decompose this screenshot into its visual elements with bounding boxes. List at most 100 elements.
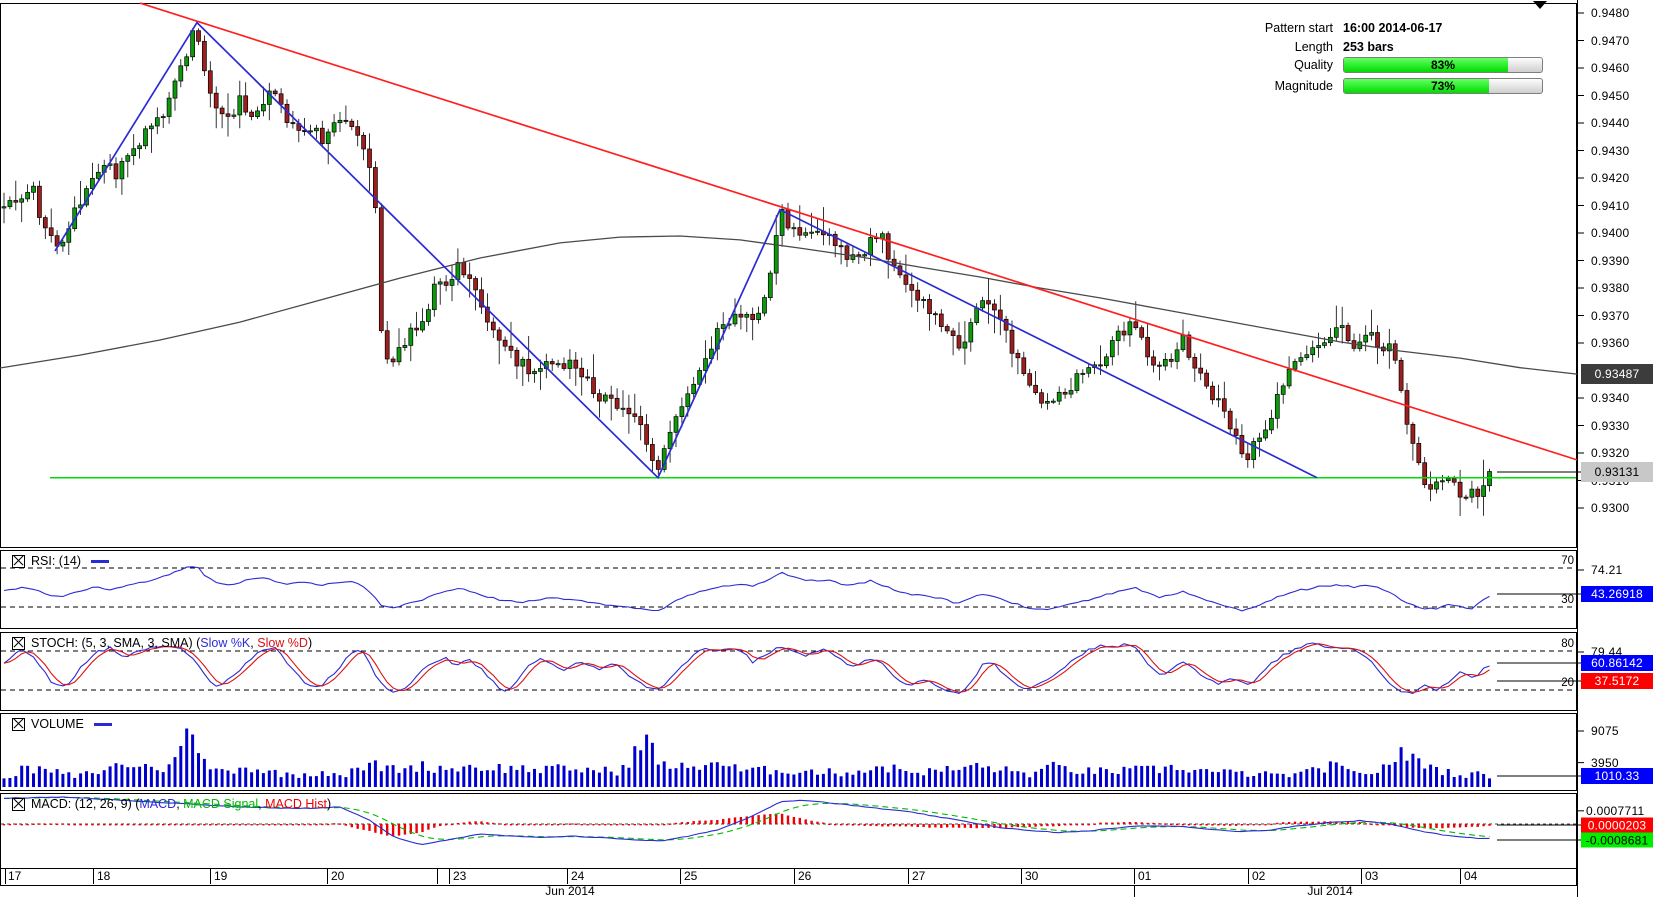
volume-header: VOLUME	[12, 717, 112, 731]
rsi-axis-label: 74.21	[1591, 563, 1623, 577]
rsi-level-label: 70	[1561, 555, 1574, 567]
quality-progress-bar: 83%	[1343, 57, 1543, 73]
macd-signal-line	[4, 796, 1490, 841]
indicator-title-segment: MACD: (12, 26, 9) (	[31, 797, 140, 811]
volume-plot-area[interactable]	[0, 713, 1577, 790]
indicator-title-segment: MACD	[139, 797, 177, 811]
rsi-value-badge: 43.26918	[1581, 586, 1653, 602]
date-label: 25	[684, 869, 698, 883]
indicator-title: MACD: (12, 26, 9) (MACD, MACD Signal, MA…	[31, 797, 331, 811]
price-axis-label: 0.9450	[1591, 88, 1630, 103]
volume-axis-label: 9075	[1591, 724, 1619, 738]
indicator-title-segment: ,	[258, 797, 266, 811]
price-axis-label: 0.9480	[1591, 6, 1630, 20]
resistance-trendline	[139, 2, 1578, 461]
candlestick-series	[1, 30, 1492, 499]
date-label: 01	[1138, 869, 1152, 883]
zigzag-pattern-line	[54, 21, 1318, 480]
indicator-title: VOLUME	[31, 717, 84, 731]
macd-hist-value-badge: 0.0000203	[1581, 817, 1653, 833]
quality-percent: 83%	[1430, 58, 1456, 72]
magnitude-label: Magnitude	[1274, 79, 1333, 93]
macd-line	[3, 796, 1490, 845]
indicator-title-segment: MACD Hist	[265, 797, 327, 811]
price-axis-label: 0.9470	[1591, 33, 1630, 48]
price-axis-label: 0.9370	[1591, 308, 1630, 323]
stoch-k-line	[3, 642, 1490, 694]
macd-header: MACD: (12, 26, 9) (MACD, MACD Signal, MA…	[12, 797, 331, 811]
stoch-d-line	[3, 643, 1490, 693]
volume-axis-label: 3950	[1591, 755, 1619, 770]
date-label: 27	[912, 869, 926, 883]
indicator-title: STOCH: (5, 3, SMA, 3, SMA) (Slow %K, Slo…	[31, 636, 312, 650]
indicator-title-segment: )	[307, 636, 313, 650]
indicator-checkbox[interactable]	[12, 554, 25, 568]
indicator-title-segment: RSI: (14)	[31, 554, 82, 568]
price-axis-label: 0.9340	[1591, 391, 1630, 405]
price-axis-label: 0.9430	[1591, 143, 1630, 158]
magnitude-progress-bar: 73%	[1343, 78, 1543, 94]
macd-signal-value-badge: -0.0008681	[1581, 832, 1653, 848]
indicator-title-segment: STOCH: (5, 3, SMA, 3, SMA) (	[31, 636, 201, 650]
stoch-level-label: 80	[1561, 638, 1574, 650]
indicator-title-segment: ,	[176, 797, 184, 811]
chart-end-marker-icon	[1533, 1, 1547, 9]
pattern-length-label: Length	[1294, 40, 1333, 54]
date-label: 03	[1365, 869, 1379, 883]
date-label: 02	[1252, 869, 1266, 883]
price-axis-label: 0.9380	[1591, 281, 1630, 295]
quality-progress-fill	[1344, 58, 1509, 72]
date-label: 04	[1464, 869, 1478, 883]
price-axis-label: 0.9330	[1591, 418, 1630, 433]
price-axis-label: 0.9440	[1591, 116, 1630, 130]
magnitude-progress-fill	[1344, 79, 1489, 93]
date-label: 26	[798, 869, 812, 883]
stoch-level-label: 20	[1561, 677, 1574, 689]
stoch-header: STOCH: (5, 3, SMA, 3, SMA) (Slow %K, Slo…	[12, 636, 312, 650]
pattern-start-label: Pattern start	[1264, 21, 1333, 35]
quality-label: Quality	[1294, 58, 1333, 72]
rsi-line	[3, 566, 1490, 612]
rsi-plot-area[interactable]	[0, 550, 1577, 628]
rsi-level-label: 30	[1561, 594, 1574, 606]
indicator-title-segment: MACD Signal	[183, 797, 259, 811]
price-axis-label: 0.9460	[1591, 61, 1630, 75]
volume-value-badge: 1010.33	[1581, 768, 1653, 784]
price-axis-label: 0.9390	[1591, 253, 1630, 268]
date-label: 20	[331, 869, 345, 883]
magnitude-percent: 73%	[1430, 79, 1456, 93]
price-axis-label: 0.9360	[1591, 336, 1630, 350]
date-label: 17	[8, 869, 22, 883]
current-price-badge: 0.93131	[1581, 461, 1653, 482]
price-axis-label: 0.9300	[1591, 501, 1630, 515]
rsi-header: RSI: (14)	[12, 554, 110, 568]
pattern-length-value: 253 bars	[1343, 40, 1394, 54]
legend-line-sample	[93, 722, 112, 726]
indicator-checkbox[interactable]	[12, 717, 25, 731]
date-label: 30	[1025, 869, 1039, 883]
date-label: 23	[453, 869, 467, 883]
stoch-k-value-badge: 60.86142	[1581, 655, 1653, 671]
legend-line-sample	[91, 559, 110, 563]
month-label: Jul 2014	[1307, 884, 1353, 897]
indicator-checkbox[interactable]	[12, 797, 25, 811]
price-axis-label: 0.9410	[1591, 198, 1630, 213]
pattern-start-value: 16:00 2014-06-17	[1343, 21, 1443, 35]
indicator-title-segment: VOLUME	[31, 717, 84, 731]
main-chart-plot-area[interactable]	[0, 3, 1577, 547]
sma-line	[0, 235, 1578, 375]
date-label: 19	[214, 869, 228, 883]
volume-bars	[2, 728, 1491, 787]
indicator-title: RSI: (14)	[31, 554, 81, 568]
indicator-checkbox[interactable]	[12, 636, 25, 650]
indicator-title-segment: Slow %D	[257, 636, 308, 650]
month-label: Jun 2014	[545, 884, 595, 897]
indicator-title-segment: Slow %K	[200, 636, 251, 650]
sma-value-badge: 0.93487	[1581, 364, 1653, 385]
indicator-title-segment: )	[326, 797, 332, 811]
macd-axis-label: 0.0007711	[1586, 803, 1645, 818]
indicator-title-segment: ,	[250, 636, 258, 650]
stoch-d-value-badge: 37.5172	[1581, 673, 1653, 689]
